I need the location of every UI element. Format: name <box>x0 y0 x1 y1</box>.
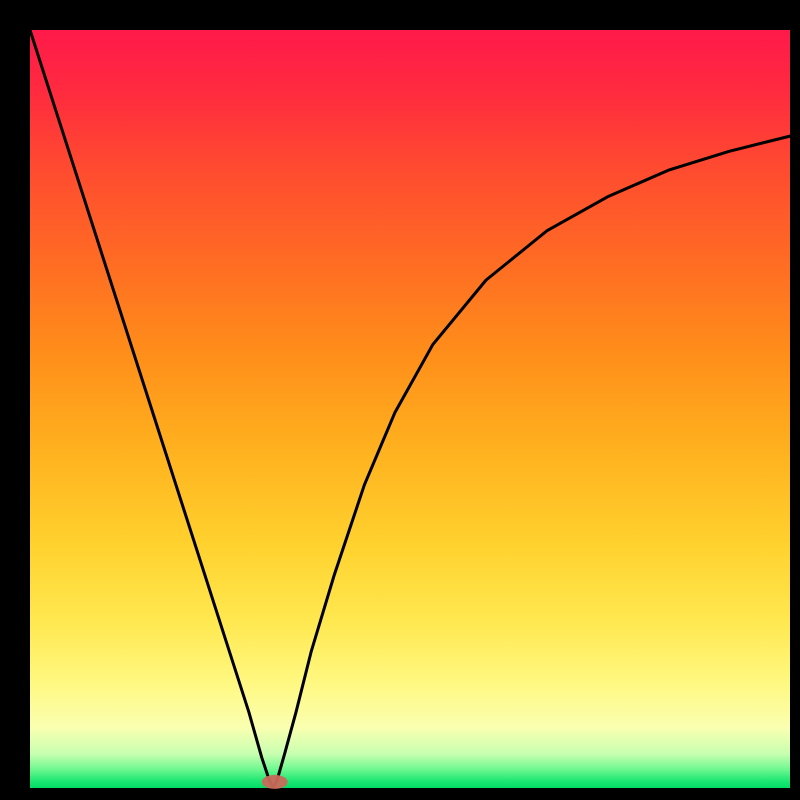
bottleneck-chart <box>0 0 800 800</box>
chart-container: TheBottleneck.com <box>0 0 800 800</box>
plot-background <box>30 30 790 788</box>
minimum-marker <box>262 775 288 789</box>
